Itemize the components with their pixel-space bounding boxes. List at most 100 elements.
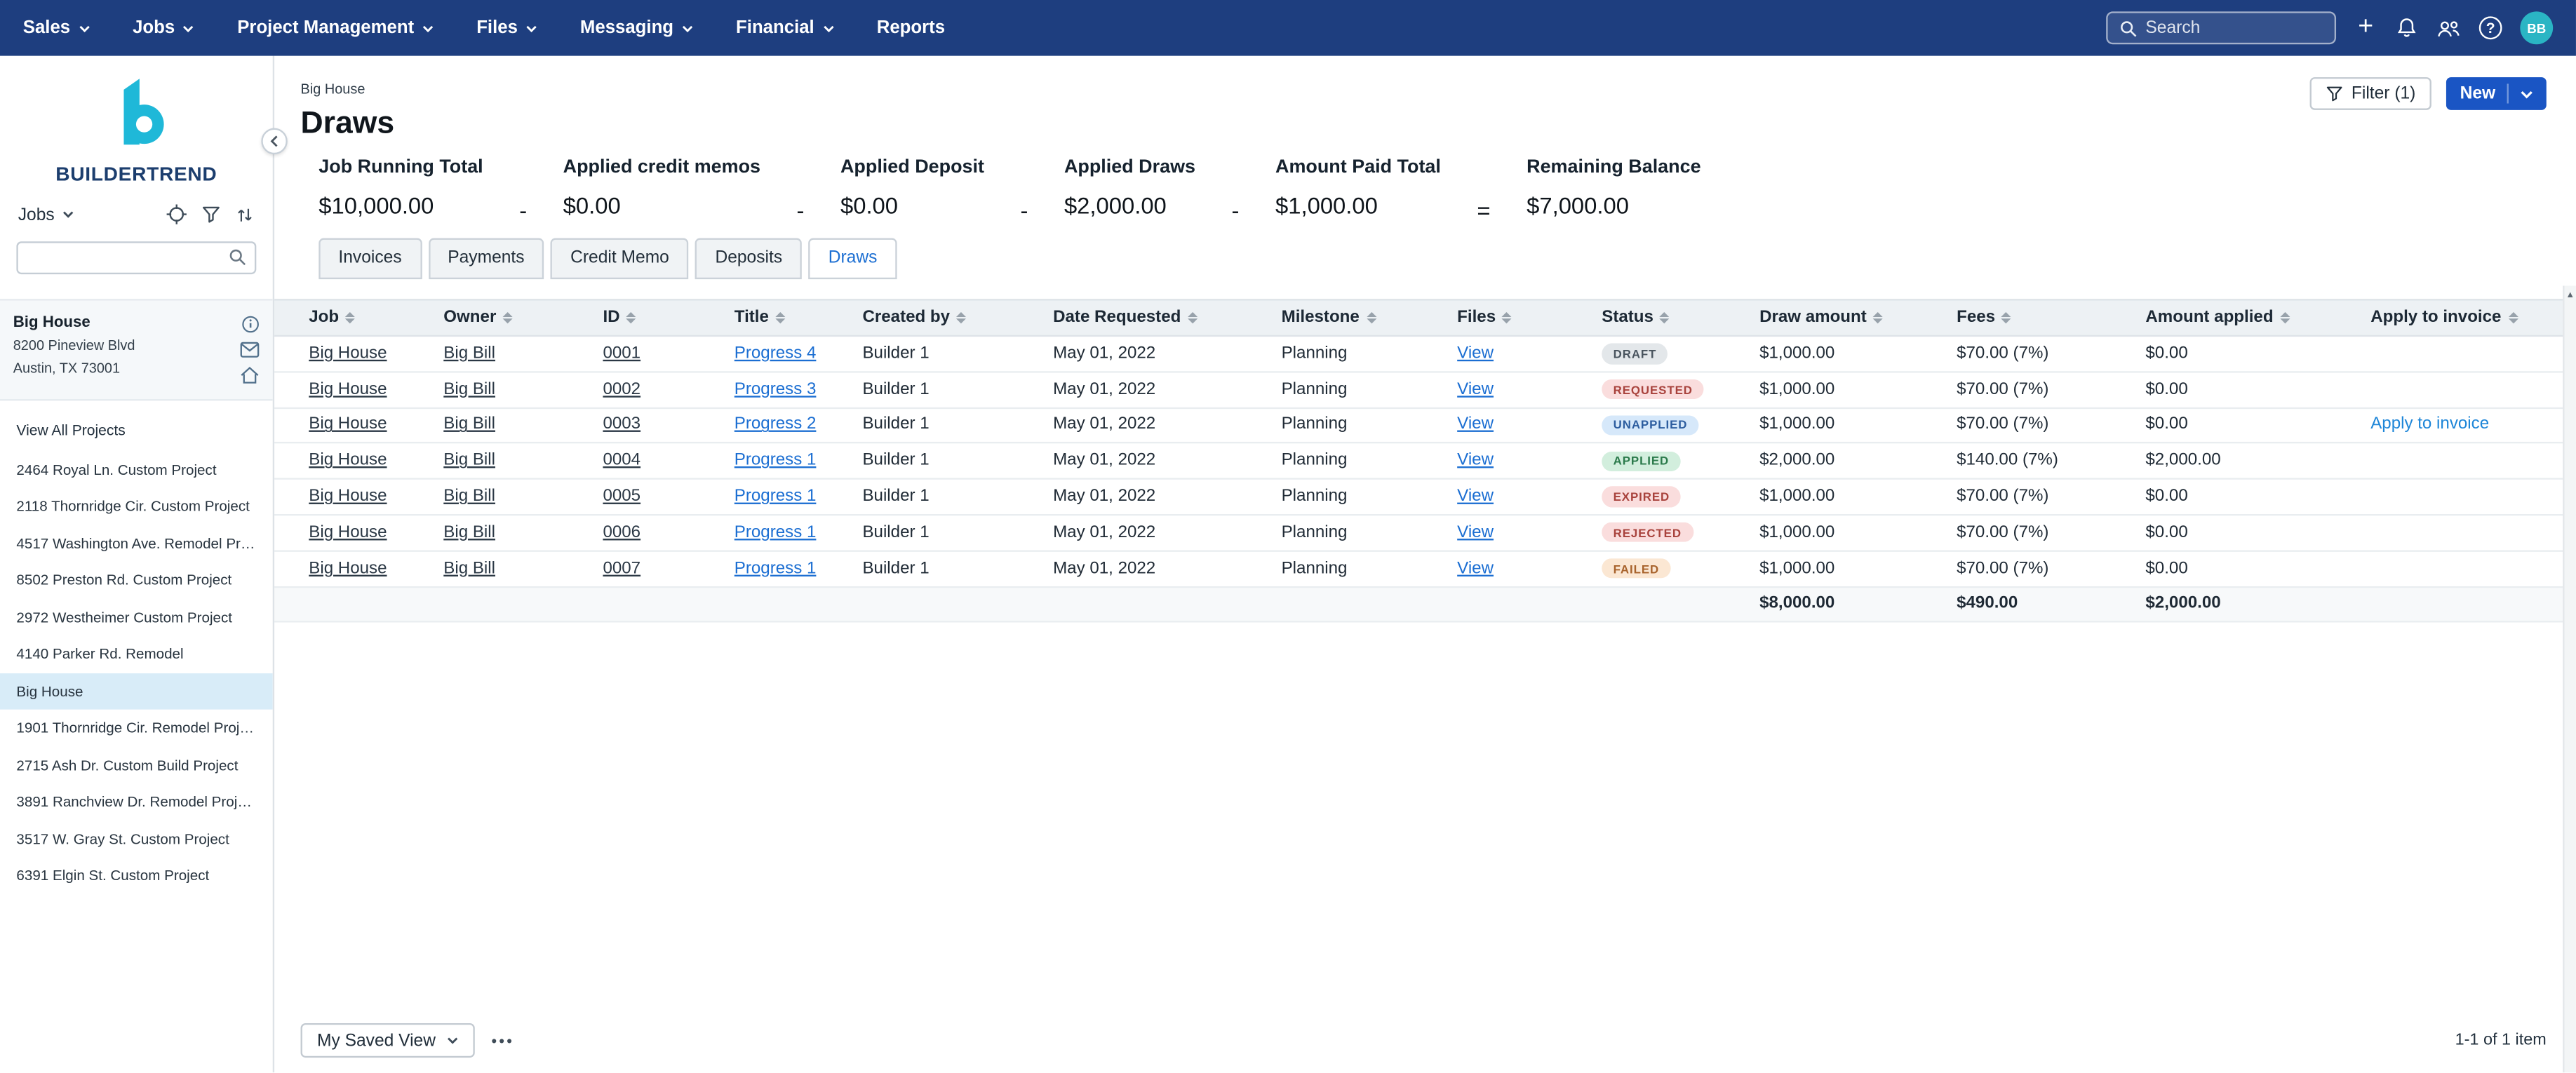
link-title[interactable]: Progress 4 [734,344,817,363]
link-title[interactable]: Progress 2 [734,416,817,435]
sidebar-collapse-button[interactable] [261,128,288,155]
column-header-created_by[interactable]: Created by [854,309,1045,327]
link-id[interactable]: 0003 [603,416,641,435]
link-owner[interactable]: Big Bill [443,452,496,471]
nav-item-financial[interactable]: Financial [736,18,834,38]
column-header-apply_to_invoice[interactable]: Apply to invoice [2363,309,2576,327]
link-files[interactable]: View [1457,559,1494,578]
tab-payments[interactable]: Payments [428,238,544,280]
nav-item-reports[interactable]: Reports [877,18,945,38]
info-icon[interactable] [241,314,259,332]
project-list-item[interactable]: 8502 Preston Rd. Custom Project [16,571,232,588]
locate-icon[interactable] [166,203,187,224]
mail-icon[interactable] [240,341,260,357]
project-list-item[interactable]: 2118 Thornridge Cir. Custom Project [16,497,250,514]
project-search[interactable] [16,240,257,274]
nav-item-jobs[interactable]: Jobs [133,18,194,38]
column-header-files[interactable]: Files [1449,309,1593,327]
breadcrumb[interactable]: Big House [300,80,365,97]
project-list-item[interactable]: 6391 Elgin St. Custom Project [16,867,210,884]
link-title[interactable]: Progress 3 [734,380,817,399]
vertical-scrollbar[interactable]: ▲ [2563,285,2576,1073]
link-title[interactable]: Progress 1 [734,452,817,471]
link-owner[interactable]: Big Bill [443,559,496,578]
link-id[interactable]: 0007 [603,559,641,578]
tab-invoices[interactable]: Invoices [318,238,422,280]
project-list-item[interactable]: 2972 Westheimer Custom Project [16,608,233,626]
link-title[interactable]: Progress 1 [734,487,817,506]
community-button[interactable] [2436,18,2461,39]
link-owner[interactable]: Big Bill [443,344,496,363]
link-owner[interactable]: Big Bill [443,487,496,506]
filter-icon[interactable] [202,205,220,224]
view-all-projects-link[interactable]: View All Projects [16,421,126,438]
link-title[interactable]: Progress 1 [734,559,817,578]
link-id[interactable]: 0005 [603,487,641,506]
summary-metric: Remaining Balance $7,000.00 [1527,158,1700,219]
link-files[interactable]: View [1457,523,1494,542]
project-list-item[interactable]: 2464 Royal Ln. Custom Project [16,460,217,478]
job-card[interactable]: Big House 8200 Pineview Blvd Austin, TX … [0,298,273,400]
link-id[interactable]: 0006 [603,523,641,542]
link-title[interactable]: Progress 1 [734,523,817,542]
column-header-job[interactable]: Job [301,309,436,327]
link-job[interactable]: Big House [309,559,387,578]
link-apply_to_invoice[interactable]: Apply to invoice [2370,416,2490,435]
global-search-input[interactable] [2145,18,2323,38]
avatar[interactable]: BB [2520,11,2554,45]
jobs-selector[interactable]: Jobs [18,205,74,224]
nav-item-sales[interactable]: Sales [23,18,90,38]
project-list-item[interactable]: 2715 Ash Dr. Custom Build Project [16,756,239,773]
link-job[interactable]: Big House [309,523,387,542]
project-list-item[interactable]: 4140 Parker Rd. Remodel [16,645,184,662]
help-button[interactable]: ? [2478,16,2502,40]
link-files[interactable]: View [1457,416,1494,435]
link-files[interactable]: View [1457,452,1494,471]
project-list-item[interactable]: 3891 Ranchview Dr. Remodel Project [16,793,257,810]
column-header-fees[interactable]: Fees [1948,309,2137,327]
project-list-item[interactable]: Big House [0,672,273,710]
link-id[interactable]: 0002 [603,380,641,399]
column-header-title[interactable]: Title [726,309,854,327]
quick-add-button[interactable]: + [2354,14,2377,41]
link-job[interactable]: Big House [309,416,387,435]
global-search[interactable] [2106,11,2337,45]
column-header-status[interactable]: Status [1594,309,1752,327]
project-search-input[interactable] [16,241,257,274]
link-job[interactable]: Big House [309,452,387,471]
nav-item-files[interactable]: Files [476,18,537,38]
link-job[interactable]: Big House [309,487,387,506]
link-owner[interactable]: Big Bill [443,523,496,542]
nav-item-project-management[interactable]: Project Management [237,18,434,38]
notifications-button[interactable] [2395,16,2418,39]
tab-credit-memo[interactable]: Credit Memo [551,238,689,280]
link-files[interactable]: View [1457,344,1494,363]
column-header-amount_applied[interactable]: Amount applied [2138,309,2363,327]
column-header-milestone[interactable]: Milestone [1273,309,1449,327]
project-list-item[interactable]: 4517 Washington Ave. Remodel Project [16,534,271,551]
link-files[interactable]: View [1457,380,1494,399]
project-list-item[interactable]: 3517 W. Gray St. Custom Project [16,830,229,847]
link-id[interactable]: 0004 [603,452,641,471]
more-options-button[interactable]: ••• [491,1032,515,1050]
tab-deposits[interactable]: Deposits [695,238,803,280]
link-files[interactable]: View [1457,487,1494,506]
sort-icon[interactable] [235,205,255,224]
link-job[interactable]: Big House [309,380,387,399]
project-list-item[interactable]: 1901 Thornridge Cir. Remodel Project [16,719,259,736]
link-owner[interactable]: Big Bill [443,416,496,435]
filter-button[interactable]: Filter (1) [2310,77,2432,110]
column-header-owner[interactable]: Owner [436,309,595,327]
tab-draws[interactable]: Draws [808,238,897,280]
column-header-draw_amount[interactable]: Draw amount [1751,309,1948,327]
column-header-date_requested[interactable]: Date Requested [1045,309,1273,327]
saved-view-select[interactable]: My Saved View [300,1023,476,1059]
home-icon[interactable] [240,365,260,384]
link-job[interactable]: Big House [309,344,387,363]
link-owner[interactable]: Big Bill [443,380,496,399]
column-header-id[interactable]: ID [595,309,726,327]
nav-item-messaging[interactable]: Messaging [580,18,693,38]
link-id[interactable]: 0001 [603,344,641,363]
new-button[interactable]: New [2446,77,2547,110]
scroll-up-icon[interactable]: ▲ [2565,290,2575,301]
